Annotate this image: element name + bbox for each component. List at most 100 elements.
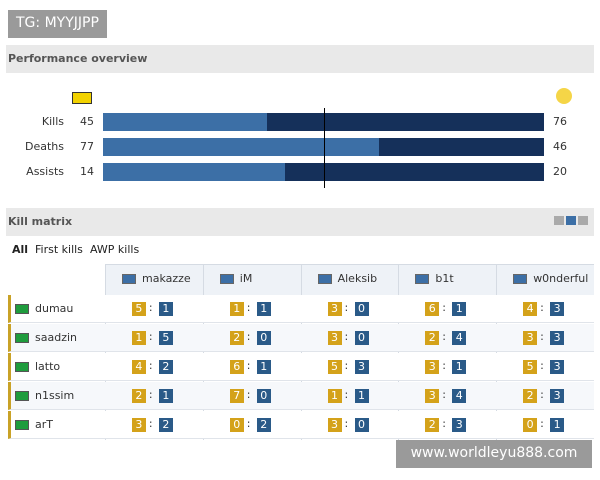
separator: :: [540, 359, 544, 372]
kills-box: 1: [131, 331, 146, 345]
view-icon[interactable]: [554, 216, 564, 225]
kills-box: 2: [131, 389, 146, 403]
deaths-box: 5: [158, 331, 173, 345]
col-divider: [300, 264, 302, 440]
column-player: makazze: [142, 272, 191, 285]
separator: :: [540, 330, 544, 343]
center-line: [324, 108, 325, 188]
separator: :: [246, 359, 251, 372]
kills-box: 4: [523, 302, 538, 316]
deaths-box: 2: [256, 418, 271, 432]
kills-box: 7: [229, 389, 244, 403]
kills-box: 5: [327, 360, 342, 374]
separator: :: [442, 330, 447, 343]
separator: :: [442, 388, 447, 401]
separator: :: [148, 417, 153, 430]
deaths-box: 1: [452, 302, 467, 316]
deaths-box: 2: [158, 418, 173, 432]
separator: :: [246, 301, 251, 314]
stat-value: 77: [80, 140, 94, 153]
flag: [15, 333, 29, 343]
kills-box: 3: [131, 418, 146, 432]
watermark: www.worldleyu888.com: [396, 440, 592, 468]
separator: :: [344, 359, 349, 372]
watermark: TG: MYYJJPP: [8, 10, 107, 38]
separator: :: [442, 417, 447, 430]
kills-box: 2: [425, 418, 440, 432]
deaths-box: 4: [452, 331, 467, 345]
separator: :: [344, 301, 349, 314]
tab[interactable]: First kills: [35, 243, 83, 256]
separator: :: [246, 330, 251, 343]
separator: :: [148, 301, 153, 314]
kills-box: 6: [425, 302, 440, 316]
deaths-box: 1: [550, 418, 565, 432]
stat-label: Kills: [41, 115, 64, 128]
deaths-box: 3: [550, 389, 565, 403]
stat-value: 20: [553, 165, 567, 178]
col-divider: [496, 264, 498, 440]
deaths-box: 0: [354, 331, 369, 345]
section-header: Performance overview: [6, 45, 594, 73]
stat-value: 45: [80, 115, 94, 128]
row: [8, 295, 594, 323]
separator: :: [540, 417, 544, 430]
row-player: arT: [35, 418, 53, 431]
bar-right: [284, 163, 544, 181]
column-player: iM: [239, 272, 253, 285]
deaths-box: 1: [256, 360, 271, 374]
deaths-box: 1: [158, 389, 173, 403]
view-icon[interactable]: [566, 216, 576, 225]
separator: :: [148, 359, 153, 372]
team-logo: [556, 88, 572, 104]
kills-box: 3: [523, 331, 538, 345]
flag: [415, 274, 430, 284]
column-player: Aleksib: [337, 272, 378, 285]
kills-box: 5: [523, 360, 538, 374]
bar-right: [379, 138, 544, 156]
kills-box: 1: [229, 302, 244, 316]
deaths-box: 1: [452, 360, 467, 374]
tab[interactable]: AWP kills: [90, 243, 140, 256]
row-player: latto: [35, 360, 61, 373]
separator: :: [148, 388, 153, 401]
col-divider: [202, 264, 204, 440]
view-icon[interactable]: [578, 216, 588, 225]
col-divider: [398, 264, 400, 440]
deaths-box: 4: [452, 389, 467, 403]
section-header: Kill matrix: [6, 208, 594, 236]
separator: :: [344, 330, 349, 343]
kills-box: 0: [523, 418, 538, 432]
kills-box: 4: [131, 360, 146, 374]
separator: :: [442, 301, 447, 314]
kills-box: 2: [425, 331, 440, 345]
separator: :: [148, 330, 153, 343]
separator: :: [540, 388, 544, 401]
flag: [15, 391, 29, 401]
flag: [15, 362, 29, 372]
deaths-box: 3: [550, 360, 565, 374]
deaths-box: 3: [354, 360, 369, 374]
deaths-box: 1: [158, 302, 173, 316]
deaths-box: 0: [354, 418, 369, 432]
flag: [15, 304, 29, 314]
stat-label: Deaths: [25, 140, 64, 153]
row: [8, 411, 594, 439]
kills-box: 3: [327, 302, 342, 316]
flag: [122, 274, 136, 284]
deaths-box: 1: [354, 389, 369, 403]
row-player: dumau: [35, 302, 74, 315]
row-player: n1ssim: [35, 389, 75, 402]
stat-value: 76: [553, 115, 567, 128]
kills-box: 1: [327, 389, 342, 403]
row: [8, 353, 594, 381]
flag: [15, 420, 29, 430]
bar-left: [103, 138, 380, 156]
kills-box: 2: [229, 331, 244, 345]
tab[interactable]: All: [12, 243, 29, 256]
deaths-box: 0: [256, 389, 271, 403]
bar-left: [103, 163, 285, 181]
bar-left: [103, 113, 267, 131]
separator: :: [344, 388, 349, 401]
